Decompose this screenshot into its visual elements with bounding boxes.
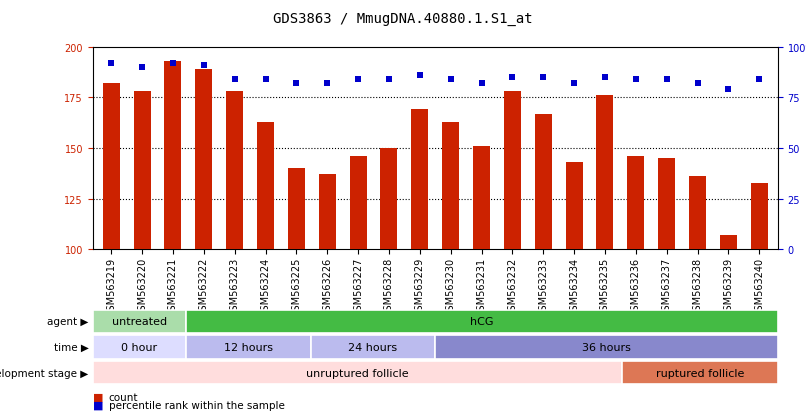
Point	[197, 62, 210, 69]
Bar	[534, 114, 552, 250]
Text: count: count	[109, 392, 139, 402]
Bar	[380, 149, 397, 250]
Bar	[435, 335, 778, 359]
Point	[105, 60, 118, 67]
Bar	[164, 62, 181, 250]
Text: 0 hour: 0 hour	[122, 342, 157, 352]
Bar	[102, 84, 120, 250]
Point	[167, 60, 180, 67]
Point	[321, 81, 334, 87]
Bar	[627, 157, 644, 250]
Text: 24 hours: 24 hours	[348, 342, 397, 352]
Text: 12 hours: 12 hours	[224, 342, 273, 352]
Text: 36 hours: 36 hours	[582, 342, 631, 352]
Point	[629, 76, 642, 83]
Bar	[226, 92, 243, 250]
Bar	[93, 310, 186, 333]
Bar	[659, 159, 675, 250]
Bar	[720, 236, 737, 250]
Bar	[186, 335, 310, 359]
Text: untreated: untreated	[112, 316, 167, 327]
Bar	[318, 175, 336, 250]
Text: ruptured follicle: ruptured follicle	[656, 368, 744, 378]
Text: time ▶: time ▶	[54, 342, 89, 352]
Text: GDS3863 / MmugDNA.40880.1.S1_at: GDS3863 / MmugDNA.40880.1.S1_at	[273, 12, 533, 26]
Point	[259, 76, 272, 83]
Point	[413, 73, 426, 79]
Point	[135, 64, 148, 71]
Bar	[750, 183, 768, 250]
Bar	[689, 177, 706, 250]
Point	[351, 76, 364, 83]
Point	[290, 81, 303, 87]
Point	[660, 76, 673, 83]
Point	[506, 75, 519, 81]
Point	[567, 81, 580, 87]
Point	[691, 81, 704, 87]
Text: ■: ■	[93, 392, 103, 402]
Point	[599, 75, 612, 81]
Text: hCG: hCG	[470, 316, 494, 327]
Bar	[134, 92, 151, 250]
Bar	[257, 122, 274, 250]
Point	[383, 76, 396, 83]
Bar	[596, 96, 613, 250]
Text: development stage ▶: development stage ▶	[0, 368, 89, 378]
Point	[228, 76, 241, 83]
Bar	[93, 335, 186, 359]
Bar	[195, 70, 212, 250]
Bar	[93, 361, 622, 385]
Bar	[442, 122, 459, 250]
Bar	[622, 361, 778, 385]
Bar	[473, 147, 490, 250]
Text: unruptured follicle: unruptured follicle	[306, 368, 409, 378]
Point	[444, 76, 457, 83]
Bar	[186, 310, 778, 333]
Point	[537, 75, 550, 81]
Bar	[310, 335, 435, 359]
Point	[722, 87, 735, 93]
Bar	[504, 92, 521, 250]
Text: ■: ■	[93, 400, 103, 410]
Bar	[288, 169, 305, 250]
Bar	[411, 110, 428, 250]
Text: agent ▶: agent ▶	[48, 316, 89, 327]
Point	[475, 81, 488, 87]
Point	[753, 76, 766, 83]
Bar	[350, 157, 367, 250]
Bar	[566, 163, 583, 250]
Text: percentile rank within the sample: percentile rank within the sample	[109, 400, 285, 410]
